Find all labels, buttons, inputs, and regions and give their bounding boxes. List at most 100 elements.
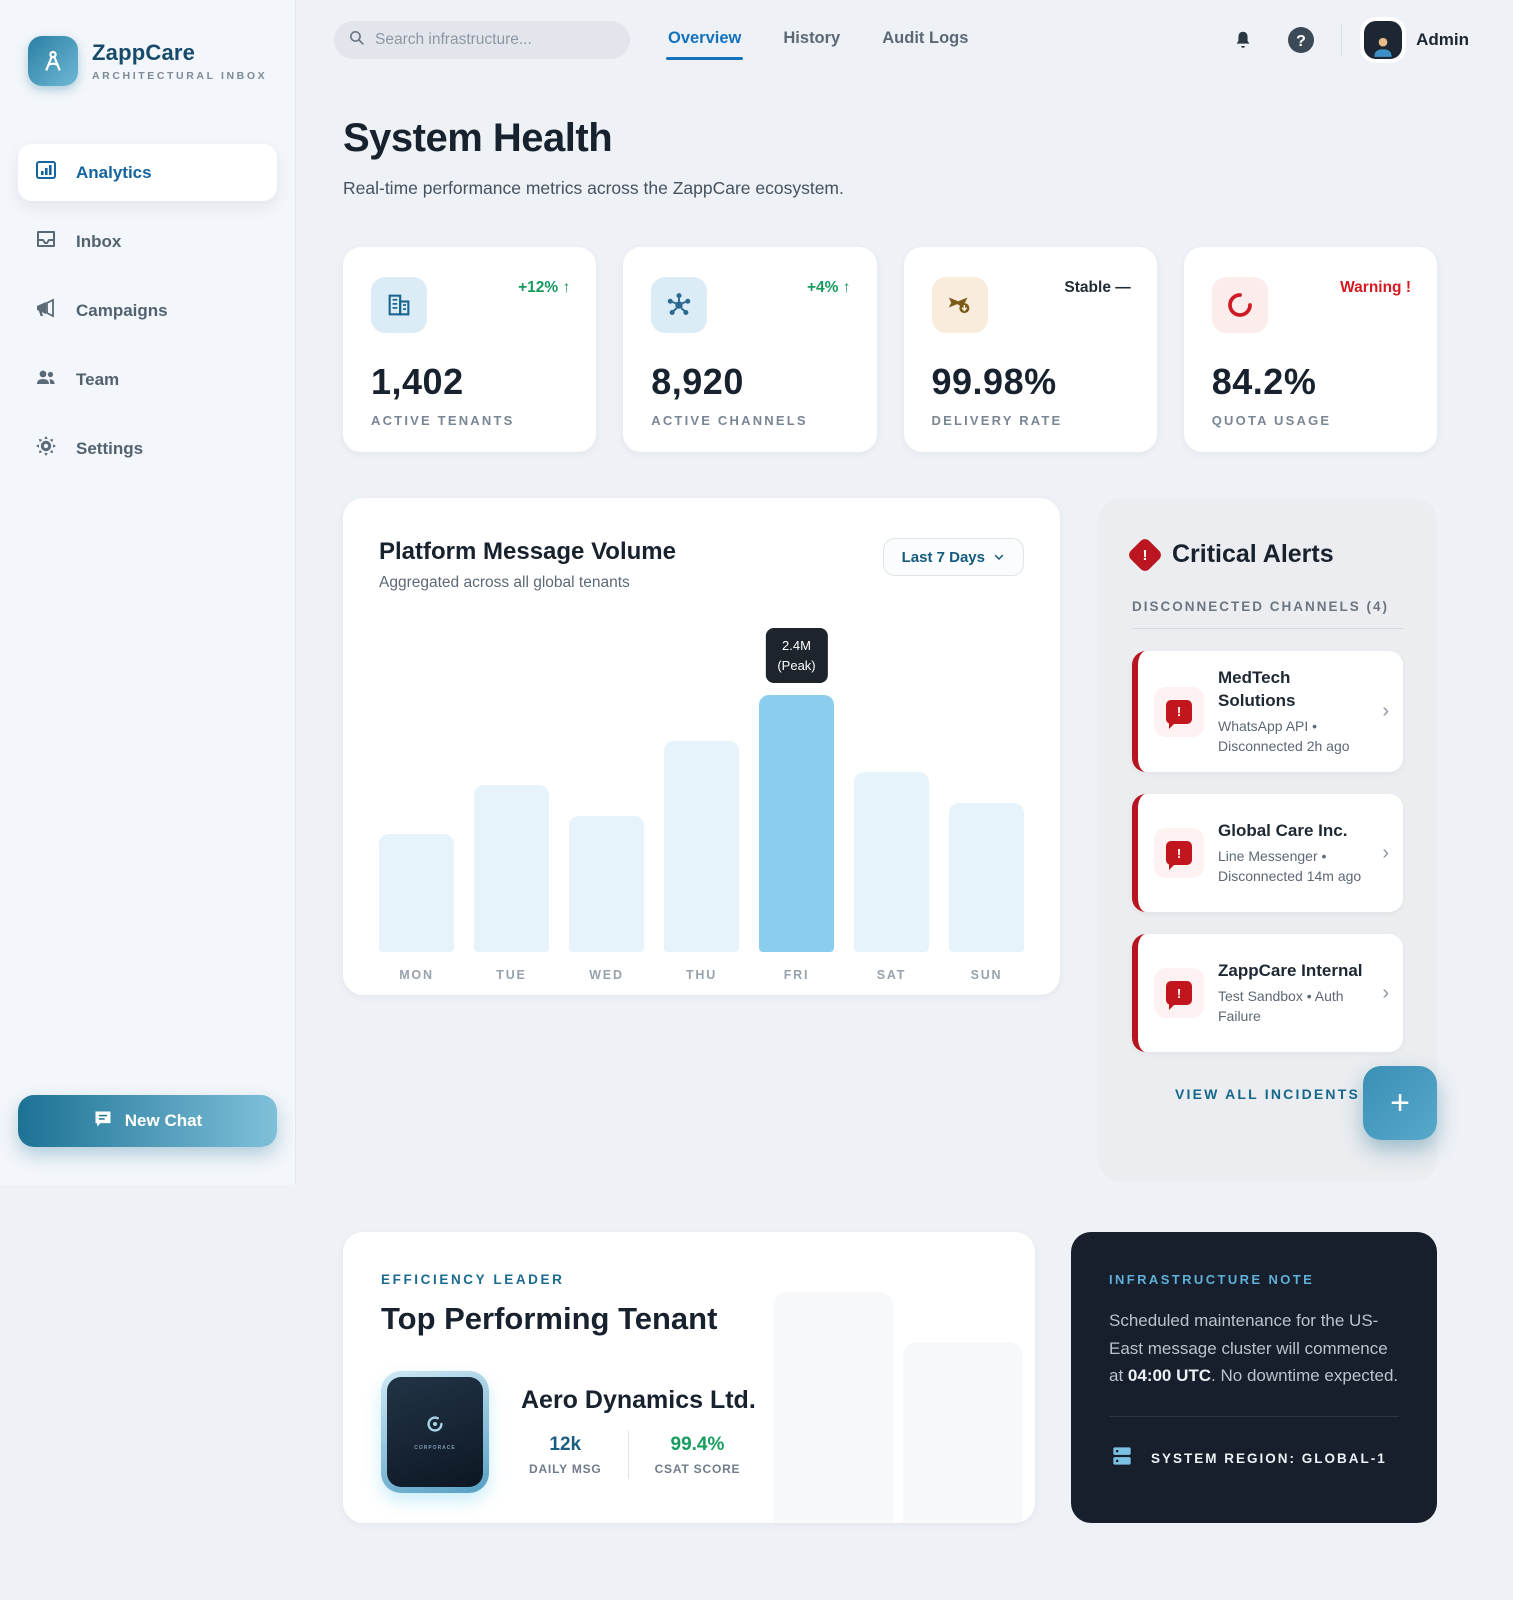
tenant-title: Top Performing Tenant bbox=[381, 1301, 718, 1336]
watermark-shape bbox=[903, 1342, 1023, 1523]
chart-subtitle: Aggregated across all global tenants bbox=[379, 574, 630, 591]
bar-tue[interactable] bbox=[474, 785, 549, 952]
new-chat-button[interactable]: New Chat bbox=[18, 1095, 277, 1147]
note-body: Scheduled maintenance for the US-East me… bbox=[1109, 1311, 1399, 1386]
alert-card-zappcare-internal[interactable]: ! ZappCare Internal Test Sandbox • Auth … bbox=[1132, 934, 1403, 1053]
loader-icon bbox=[1211, 277, 1268, 333]
user-menu[interactable]: Admin bbox=[1364, 21, 1469, 59]
bar-thu[interactable] bbox=[664, 741, 739, 952]
alert-card-medtech[interactable]: ! MedTech Solutions WhatsApp API • Disco… bbox=[1132, 651, 1403, 773]
search-bar[interactable] bbox=[334, 21, 630, 59]
system-region-label: SYSTEM REGION: GLOBAL-1 bbox=[1151, 1450, 1387, 1466]
tenant-logo: CORPORACE bbox=[381, 1371, 489, 1493]
stat-card-delivery-rate[interactable]: Stable — 99.98% DELIVERY RATE bbox=[903, 247, 1157, 452]
stat-label: ACTIVE CHANNELS bbox=[651, 413, 808, 428]
watermark-shape bbox=[773, 1292, 893, 1523]
server-icon bbox=[1109, 1443, 1135, 1474]
tenant-logo-swirl-icon bbox=[424, 1413, 446, 1439]
sidebar-item-analytics[interactable]: Analytics bbox=[18, 144, 277, 201]
bar-sun[interactable] bbox=[949, 803, 1024, 952]
chevron-down-icon bbox=[994, 554, 1004, 561]
sidebar-item-label: Team bbox=[76, 369, 120, 389]
x-axis-label: SAT bbox=[876, 968, 907, 982]
brand: ZappCare ARCHITECTURAL INBOX bbox=[0, 0, 295, 86]
brand-name: ZappCare bbox=[92, 40, 196, 65]
alerts-title: Critical Alerts bbox=[1172, 540, 1334, 568]
chart-title: Platform Message Volume bbox=[379, 538, 676, 565]
tab-audit-logs[interactable]: Audit Logs bbox=[882, 28, 969, 47]
topbar: Overview History Audit Logs ? bbox=[334, 18, 1469, 62]
user-name: Admin bbox=[1416, 30, 1469, 49]
x-axis-label: WED bbox=[589, 968, 624, 982]
bar-chart-labels: MON TUE WED THU FRI SAT SUN bbox=[379, 968, 1024, 982]
bar-chart-icon bbox=[34, 158, 58, 187]
alert-card-globalcare[interactable]: ! Global Care Inc. Line Messenger • Disc… bbox=[1132, 794, 1403, 913]
alert-diamond-icon: ! bbox=[1126, 536, 1164, 573]
sidebar-item-label: Campaigns bbox=[76, 300, 168, 320]
sidebar-item-settings[interactable]: Settings bbox=[18, 420, 277, 477]
bar-wed[interactable] bbox=[569, 816, 644, 952]
sidebar-item-label: Inbox bbox=[76, 231, 122, 251]
tenant-stat-daily-msg: 12k DAILY MSG bbox=[529, 1433, 602, 1476]
x-axis-label: MON bbox=[399, 968, 434, 982]
trend-badge: Stable — bbox=[1064, 279, 1131, 296]
peak-tooltip: 2.4M (Peak) bbox=[765, 628, 828, 683]
bar-fri[interactable]: 2.4M (Peak) bbox=[759, 628, 834, 952]
trend-badge: +4% ↑ bbox=[806, 279, 851, 296]
svg-text:?: ? bbox=[1296, 33, 1306, 50]
tab-overview[interactable]: Overview bbox=[666, 21, 744, 60]
notification-bell-icon[interactable] bbox=[1225, 22, 1261, 58]
alert-bubble-icon: ! bbox=[1154, 686, 1204, 737]
stat-card-active-tenants[interactable]: +12% ↑ 1,402 ACTIVE TENANTS bbox=[343, 247, 597, 452]
plus-icon: + bbox=[1390, 1083, 1410, 1122]
sidebar-item-inbox[interactable]: Inbox bbox=[18, 213, 277, 270]
alerts-section-label: DISCONNECTED CHANNELS (4) bbox=[1132, 599, 1403, 629]
compass-logo-icon bbox=[28, 36, 78, 86]
trend-badge: +12% ↑ bbox=[518, 279, 571, 296]
stat-label: QUOTA USAGE bbox=[1211, 413, 1332, 428]
x-axis-label: SUN bbox=[970, 968, 1003, 982]
alert-detail: WhatsApp API • Disconnected 2h ago bbox=[1218, 717, 1350, 755]
stat-label: ACTIVE TENANTS bbox=[371, 413, 515, 428]
tenant-eyebrow: EFFICIENCY LEADER bbox=[381, 1272, 565, 1287]
stat-card-active-channels[interactable]: +4% ↑ 8,920 ACTIVE CHANNELS bbox=[623, 247, 877, 452]
bar-mon[interactable] bbox=[379, 834, 454, 952]
alert-name: ZappCare Internal bbox=[1218, 961, 1363, 981]
sidebar-item-label: Settings bbox=[76, 438, 144, 458]
chevron-right-icon: › bbox=[1382, 841, 1389, 864]
alert-bubble-icon: ! bbox=[1154, 828, 1204, 879]
bar-sat[interactable] bbox=[854, 772, 929, 952]
page-title: System Health bbox=[343, 116, 613, 160]
alert-bubble-icon: ! bbox=[1154, 968, 1204, 1019]
stat-card-quota-usage[interactable]: Warning ! 84.2% QUOTA USAGE bbox=[1183, 247, 1437, 452]
tab-history[interactable]: History bbox=[783, 28, 841, 47]
date-range-dropdown[interactable]: Last 7 Days bbox=[882, 538, 1024, 576]
gear-icon bbox=[34, 434, 58, 463]
view-all-incidents-link[interactable]: VIEW ALL INCIDENTS bbox=[1174, 1086, 1361, 1103]
bar-chart: 2.4M (Peak) bbox=[379, 628, 1024, 952]
main-tabs: Overview History Audit Logs bbox=[666, 21, 970, 60]
stat-value: 99.98% bbox=[931, 361, 1057, 402]
stat-value: 1,402 bbox=[371, 361, 464, 402]
brand-tagline: ARCHITECTURAL INBOX bbox=[92, 70, 268, 82]
chat-bubble-icon bbox=[93, 1109, 113, 1134]
page-subtitle: Real-time performance metrics across the… bbox=[343, 178, 844, 198]
sidebar-item-campaigns[interactable]: Campaigns bbox=[18, 282, 277, 339]
add-button[interactable]: + bbox=[1363, 1066, 1437, 1140]
x-axis-label: THU bbox=[685, 968, 718, 982]
tenant-logo-word: CORPORACE bbox=[414, 1445, 456, 1451]
alert-detail: Line Messenger • Disconnected 14m ago bbox=[1218, 848, 1362, 885]
alert-name: MedTech Solutions bbox=[1218, 668, 1296, 710]
note-divider bbox=[1109, 1415, 1399, 1417]
sidebar-nav: Analytics Inbox Campaigns bbox=[18, 144, 277, 477]
infrastructure-note-card: INFRASTRUCTURE NOTE Scheduled maintenanc… bbox=[1071, 1232, 1437, 1523]
alert-name: Global Care Inc. bbox=[1218, 821, 1348, 841]
stat-value: 84.2% bbox=[1211, 361, 1317, 402]
chevron-right-icon: › bbox=[1382, 981, 1389, 1004]
send-icon bbox=[931, 277, 988, 333]
search-input[interactable] bbox=[375, 31, 616, 49]
help-icon[interactable]: ? bbox=[1283, 22, 1319, 58]
note-eyebrow: INFRASTRUCTURE NOTE bbox=[1109, 1272, 1315, 1287]
sidebar-item-team[interactable]: Team bbox=[18, 351, 277, 408]
